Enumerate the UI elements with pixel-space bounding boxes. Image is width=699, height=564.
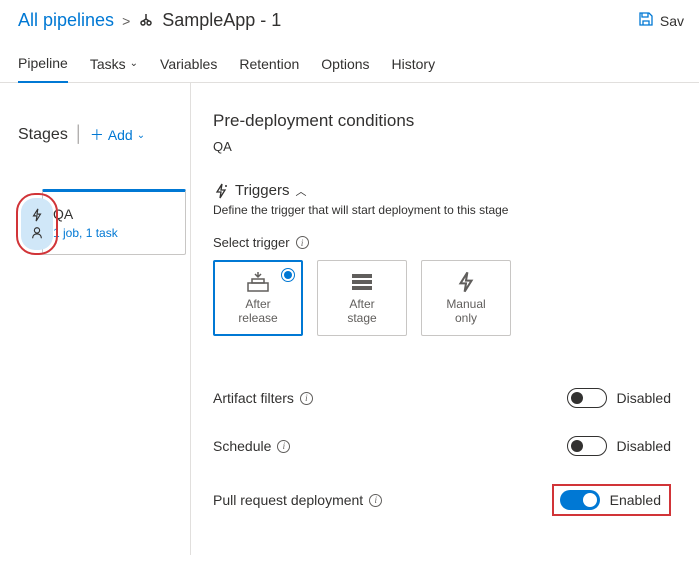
details-panel: Pre-deployment conditions QA Triggers ︿ … (190, 83, 699, 555)
chevron-down-icon: ⌄ (137, 130, 145, 141)
top-bar: All pipelines > SampleApp - 1 Sav (0, 0, 699, 47)
artifact-filters-row: Artifact filters i Disabled (213, 374, 671, 422)
tab-retention[interactable]: Retention (239, 47, 299, 82)
info-icon[interactable]: i (369, 494, 382, 507)
trigger-after-release[interactable]: Afterrelease (213, 260, 303, 336)
save-icon (638, 11, 654, 30)
stages-panel: Stages │ ＋ Add ⌄ QA 1 job, 1 task (0, 83, 190, 555)
pr-deployment-row: Pull request deployment i Enabled (213, 470, 671, 530)
stage-card-qa[interactable]: QA 1 job, 1 task (42, 189, 186, 255)
pr-deployment-toggle[interactable] (560, 490, 600, 510)
save-label: Sav (660, 13, 684, 29)
schedule-row: Schedule i Disabled (213, 422, 671, 470)
trigger-label-l1: After (245, 297, 270, 311)
triggers-label: Triggers (235, 182, 289, 199)
trigger-label-l2: only (455, 311, 477, 325)
after-stage-icon (349, 271, 375, 293)
stage-label: QA (213, 139, 671, 154)
stages-title: Stages (18, 126, 68, 144)
radio-selected-icon (281, 268, 295, 282)
tab-pipeline[interactable]: Pipeline (18, 47, 68, 83)
schedule-state: Disabled (617, 438, 671, 454)
tab-variables[interactable]: Variables (160, 47, 217, 82)
tab-tasks-label: Tasks (90, 56, 126, 72)
trigger-label-l1: After (349, 297, 374, 311)
stages-header: Stages │ ＋ Add ⌄ (18, 125, 190, 145)
artifact-filters-label: Artifact filters (213, 390, 294, 406)
info-icon[interactable]: i (300, 392, 313, 405)
trigger-options: Afterrelease Afterstage Manualonly (213, 260, 671, 336)
breadcrumb-separator: > (122, 13, 130, 29)
page-title: SampleApp - 1 (162, 10, 281, 31)
pre-deployment-badge[interactable] (21, 198, 53, 250)
breadcrumb: All pipelines > SampleApp - 1 (18, 10, 281, 31)
pr-deployment-label: Pull request deployment (213, 492, 363, 508)
chevron-up-icon: ︿ (295, 183, 306, 199)
divider: │ (74, 126, 84, 144)
artifact-filters-state: Disabled (617, 390, 671, 406)
schedule-toggle[interactable] (567, 436, 607, 456)
trigger-label-l2: release (238, 311, 277, 325)
info-icon[interactable]: i (277, 440, 290, 453)
trigger-after-stage[interactable]: Afterstage (317, 260, 407, 336)
add-stage-button[interactable]: ＋ Add ⌄ (90, 125, 145, 145)
save-button[interactable]: Sav (638, 11, 684, 30)
main-content: Stages │ ＋ Add ⌄ QA 1 job, 1 task Pre-de… (0, 83, 699, 555)
section-title: Pre-deployment conditions (213, 111, 671, 131)
trigger-label-l1: Manual (446, 297, 485, 311)
pr-deployment-highlight: Enabled (552, 484, 671, 516)
plus-icon: ＋ (90, 125, 104, 145)
trigger-icon (30, 208, 44, 222)
stage-name: QA (53, 206, 175, 222)
chevron-down-icon: ⌄ (130, 58, 138, 69)
triggers-header[interactable]: Triggers ︿ (213, 182, 671, 199)
triggers-icon (213, 183, 229, 199)
add-label: Add (108, 127, 133, 143)
tab-history[interactable]: History (392, 47, 436, 82)
trigger-label-l2: stage (347, 311, 376, 325)
user-icon (30, 226, 44, 240)
stage-jobs-link[interactable]: 1 job, 1 task (53, 226, 175, 240)
trigger-manual-only[interactable]: Manualonly (421, 260, 511, 336)
tab-tasks[interactable]: Tasks ⌄ (90, 47, 138, 82)
select-trigger-label: Select trigger i (213, 235, 671, 250)
breadcrumb-all-pipelines[interactable]: All pipelines (18, 10, 114, 31)
schedule-label: Schedule (213, 438, 271, 454)
tab-strip: Pipeline Tasks ⌄ Variables Retention Opt… (0, 47, 699, 83)
manual-icon (455, 271, 477, 293)
tab-options[interactable]: Options (321, 47, 369, 82)
pipeline-icon (138, 13, 154, 29)
pr-deployment-state: Enabled (610, 492, 661, 508)
info-icon[interactable]: i (296, 236, 309, 249)
artifact-filters-toggle[interactable] (567, 388, 607, 408)
after-release-icon (244, 271, 272, 293)
triggers-description: Define the trigger that will start deplo… (213, 203, 671, 217)
select-trigger-text: Select trigger (213, 235, 290, 250)
